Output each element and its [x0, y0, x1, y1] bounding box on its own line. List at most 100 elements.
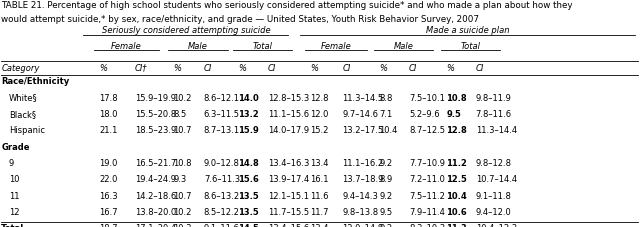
Text: 9: 9 [9, 159, 14, 168]
Text: Male: Male [394, 42, 414, 51]
Text: 11.3: 11.3 [446, 224, 467, 227]
Text: 7.2–11.0: 7.2–11.0 [409, 175, 445, 184]
Text: 11.3–14.5: 11.3–14.5 [342, 94, 383, 103]
Text: Female: Female [112, 42, 142, 51]
Text: 8.6–12.1: 8.6–12.1 [204, 94, 240, 103]
Text: Black§: Black§ [9, 110, 36, 119]
Text: 9.2: 9.2 [379, 224, 392, 227]
Text: 10.7: 10.7 [173, 126, 192, 135]
Text: 13.4: 13.4 [310, 224, 329, 227]
Text: 13.4–15.6: 13.4–15.6 [268, 224, 309, 227]
Text: 9.7–14.6: 9.7–14.6 [342, 110, 378, 119]
Text: 15.2: 15.2 [310, 126, 329, 135]
Text: 14.8: 14.8 [238, 159, 259, 168]
Text: 13.4–16.3: 13.4–16.3 [268, 159, 310, 168]
Text: 8.7–13.1: 8.7–13.1 [204, 126, 240, 135]
Text: 14.2–18.6: 14.2–18.6 [135, 192, 176, 201]
Text: 9.8–11.9: 9.8–11.9 [476, 94, 512, 103]
Text: 18.0: 18.0 [99, 110, 118, 119]
Text: 8.6–13.2: 8.6–13.2 [204, 192, 240, 201]
Text: 16.1: 16.1 [310, 175, 329, 184]
Text: 15.9–19.9: 15.9–19.9 [135, 94, 176, 103]
Text: 9.2: 9.2 [379, 159, 392, 168]
Text: 9.1–11.8: 9.1–11.8 [476, 192, 512, 201]
Text: 11.3–14.4: 11.3–14.4 [476, 126, 517, 135]
Text: 10.8: 10.8 [446, 94, 467, 103]
Text: 10.7: 10.7 [173, 192, 192, 201]
Text: 7.9–11.4: 7.9–11.4 [409, 208, 445, 217]
Text: 9.5: 9.5 [379, 208, 392, 217]
Text: 11.7–15.5: 11.7–15.5 [268, 208, 309, 217]
Text: Total: Total [460, 42, 481, 51]
Text: 9.8–12.8: 9.8–12.8 [476, 159, 512, 168]
Text: 10.8: 10.8 [173, 159, 192, 168]
Text: Total: Total [1, 224, 24, 227]
Text: 13.5: 13.5 [238, 192, 259, 201]
Text: CI: CI [204, 64, 212, 73]
Text: 10.4: 10.4 [446, 192, 467, 201]
Text: 7.5–11.2: 7.5–11.2 [409, 192, 445, 201]
Text: 13.9–17.4: 13.9–17.4 [268, 175, 309, 184]
Text: 13.4: 13.4 [310, 159, 329, 168]
Text: 9.4–12.0: 9.4–12.0 [476, 208, 512, 217]
Text: 9.1–11.6: 9.1–11.6 [204, 224, 240, 227]
Text: 15.9: 15.9 [238, 126, 259, 135]
Text: Made a suicide plan: Made a suicide plan [426, 26, 509, 35]
Text: White§: White§ [9, 94, 38, 103]
Text: Hispanic: Hispanic [9, 126, 45, 135]
Text: 12.5: 12.5 [446, 175, 467, 184]
Text: 12: 12 [9, 208, 19, 217]
Text: 7.1: 7.1 [379, 110, 393, 119]
Text: 13.5: 13.5 [238, 208, 259, 217]
Text: 9.8–13.8: 9.8–13.8 [342, 208, 378, 217]
Text: 15.5–20.8: 15.5–20.8 [135, 110, 176, 119]
Text: 13.2–17.5: 13.2–17.5 [342, 126, 383, 135]
Text: 7.6–11.3: 7.6–11.3 [204, 175, 240, 184]
Text: %: % [310, 64, 318, 73]
Text: 10.7–14.4: 10.7–14.4 [476, 175, 517, 184]
Text: 6.3–11.5: 6.3–11.5 [204, 110, 240, 119]
Text: 10.4: 10.4 [379, 126, 398, 135]
Text: 16.5–21.7: 16.5–21.7 [135, 159, 176, 168]
Text: 9.5: 9.5 [446, 110, 461, 119]
Text: 16.3: 16.3 [99, 192, 118, 201]
Text: 19.0: 19.0 [99, 159, 118, 168]
Text: 8.7–12.5: 8.7–12.5 [409, 126, 445, 135]
Text: Male: Male [188, 42, 208, 51]
Text: 10.6: 10.6 [446, 208, 467, 217]
Text: 12.0–14.8: 12.0–14.8 [342, 224, 383, 227]
Text: 8.5–12.2: 8.5–12.2 [204, 208, 240, 217]
Text: 18.7: 18.7 [99, 224, 118, 227]
Text: 5.2–9.6: 5.2–9.6 [409, 110, 440, 119]
Text: 12.8–15.3: 12.8–15.3 [268, 94, 309, 103]
Text: 8.3–10.3: 8.3–10.3 [409, 224, 445, 227]
Text: %: % [379, 64, 387, 73]
Text: 13.8–20.0: 13.8–20.0 [135, 208, 176, 217]
Text: 9.3: 9.3 [173, 175, 187, 184]
Text: 7.5–10.1: 7.5–10.1 [409, 94, 445, 103]
Text: CI: CI [342, 64, 351, 73]
Text: Grade: Grade [1, 143, 29, 152]
Text: 16.7: 16.7 [99, 208, 118, 217]
Text: 9.0–12.8: 9.0–12.8 [204, 159, 240, 168]
Text: Seriously considered attempting suicide: Seriously considered attempting suicide [101, 26, 271, 35]
Text: 8.8: 8.8 [379, 94, 393, 103]
Text: 15.6: 15.6 [238, 175, 260, 184]
Text: Female: Female [320, 42, 351, 51]
Text: 13.7–18.9: 13.7–18.9 [342, 175, 384, 184]
Text: 21.1: 21.1 [99, 126, 118, 135]
Text: 11.7: 11.7 [310, 208, 329, 217]
Text: 11.1–15.6: 11.1–15.6 [268, 110, 309, 119]
Text: 22.0: 22.0 [99, 175, 118, 184]
Text: would attempt suicide,* by sex, race/ethnicity, and grade — United States, Youth: would attempt suicide,* by sex, race/eth… [1, 15, 479, 24]
Text: %: % [238, 64, 246, 73]
Text: 11.2: 11.2 [446, 159, 467, 168]
Text: CI†: CI† [135, 64, 147, 73]
Text: 17.8: 17.8 [99, 94, 118, 103]
Text: 12.0: 12.0 [310, 110, 329, 119]
Text: 19.4–24.9: 19.4–24.9 [135, 175, 176, 184]
Text: 7.7–10.9: 7.7–10.9 [409, 159, 445, 168]
Text: 10.3: 10.3 [173, 224, 192, 227]
Text: 8.9: 8.9 [379, 175, 393, 184]
Text: 9.4–14.3: 9.4–14.3 [342, 192, 378, 201]
